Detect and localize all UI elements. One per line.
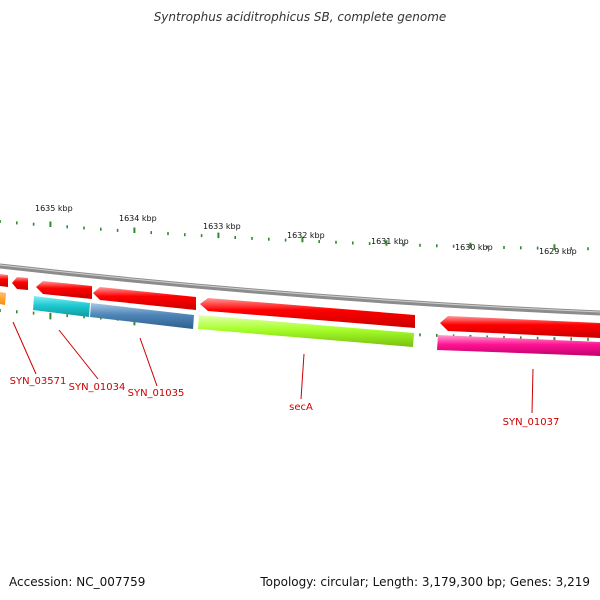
scale-label-1634: 1634 kbp [119, 214, 157, 223]
leader-line-syn03571 [12, 321, 37, 375]
scale-label-1635: 1635 kbp [35, 204, 73, 213]
map-title: Syntrophus aciditrophicus SB, complete g… [153, 10, 447, 24]
leader-line-syn01037 [531, 368, 534, 414]
gene-label-syn01034[interactable]: SYN_01034 [69, 382, 126, 393]
leader-line-syn01034 [58, 329, 99, 380]
outer-scale-ticks [0, 220, 589, 251]
gene-label-syn03571[interactable]: SYN_03571 [10, 376, 67, 387]
gene-label-syn01037[interactable]: SYN_01037 [503, 417, 560, 428]
gene-box-cyan[interactable] [33, 296, 90, 317]
gene-box-steelblue[interactable] [90, 303, 194, 329]
gene-arrow-syn03571[interactable] [12, 277, 28, 290]
accession-text: Accession: NC_007759 [9, 575, 146, 589]
topology-text: Topology: circular; Length: 3,179,300 bp… [260, 575, 590, 589]
scale-label-1632: 1632 kbp [287, 231, 325, 240]
gene-box-lime[interactable] [198, 315, 414, 347]
gene-arrow-syn01035[interactable] [93, 287, 196, 310]
gene-arrow-seca[interactable] [200, 298, 415, 328]
scale-label-1633: 1633 kbp [203, 222, 241, 231]
leader-line-syn01035 [139, 337, 158, 387]
gene-box-orange[interactable] [0, 292, 6, 305]
scale-label-1631: 1631 kbp [371, 237, 409, 246]
genome-backbone-highlight [0, 264, 600, 313]
genome-backbone [0, 263, 600, 316]
leader-line-seca [300, 353, 305, 400]
gene-arrow-syn01037[interactable] [440, 316, 600, 338]
gene-label-syn01035[interactable]: SYN_01035 [128, 388, 185, 399]
gene-box-magenta[interactable] [437, 335, 600, 356]
gene-arrow-syn01034[interactable] [36, 281, 92, 299]
scale-label-1629: 1629 kbp [539, 247, 577, 256]
scale-label-1630: 1630 kbp [455, 243, 493, 252]
gene-label-seca[interactable]: secA [289, 402, 313, 413]
gene-arrow-1[interactable] [0, 274, 8, 287]
